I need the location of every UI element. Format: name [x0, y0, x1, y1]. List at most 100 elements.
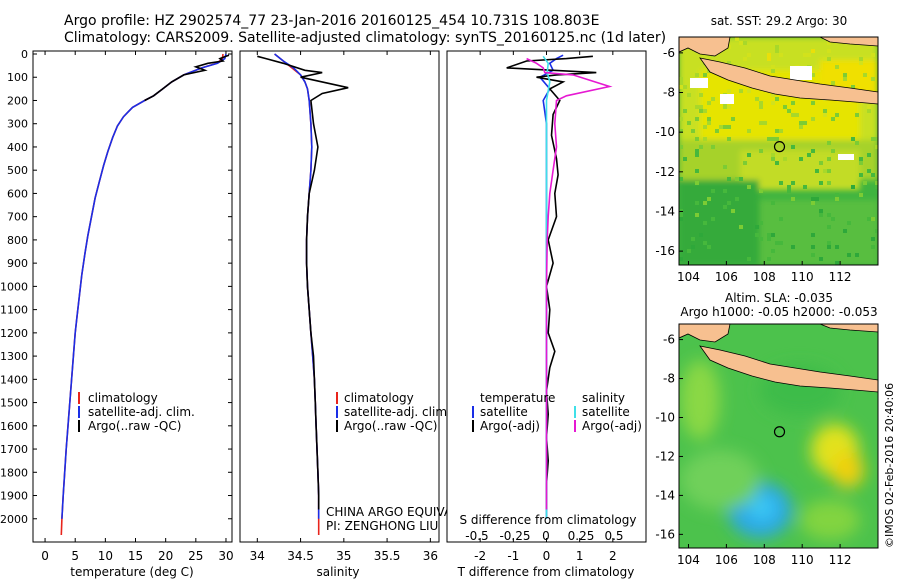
sst-pixel: [779, 129, 783, 133]
sst-pixel: [867, 217, 871, 221]
depth-tick-label: 1800: [0, 466, 28, 479]
sst-pixel: [775, 137, 779, 141]
sst-pixel: [727, 61, 731, 65]
legend-swatch-satellite: [336, 406, 338, 418]
s-difference-xlabel: S difference from climatology: [460, 513, 637, 527]
sst-pixel: [695, 169, 699, 173]
sst-pixel: [755, 233, 759, 237]
sst-pixel: [747, 153, 751, 157]
sst-pixel: [759, 101, 763, 105]
sst-pixel: [711, 189, 715, 193]
sst-pixel: [759, 221, 763, 225]
sst-pixel: [815, 197, 819, 201]
argo-position-marker: [773, 426, 786, 438]
temperature-panel: 0100200300400500600700800900100011001200…: [0, 48, 646, 579]
depth-tick-label: 0: [21, 48, 28, 61]
sst-pixel: [871, 217, 875, 221]
sst-pixel: [739, 89, 743, 93]
difference-lines: [506, 54, 613, 519]
sst-pixel: [859, 57, 863, 61]
sst-pixel: [727, 125, 731, 129]
sst-pixel: [811, 101, 815, 105]
sst-pixel: [703, 241, 707, 245]
land-borneo: [819, 324, 878, 333]
legend-label-argo: Argo(..raw -QC): [344, 419, 437, 433]
sst-pixel: [875, 185, 878, 189]
sst-pixel: [695, 153, 699, 157]
x-tick-label: -1: [507, 549, 519, 563]
map-y-tick-label: -14: [655, 204, 675, 218]
map-y-tick-label: -8: [663, 372, 675, 386]
map-x-tick-label: 112: [829, 553, 852, 567]
sst-pixel: [739, 225, 743, 229]
sst-pixel: [827, 225, 831, 229]
sst-pixel: [723, 105, 727, 109]
temperature-xticks: 0 5 10 15 20 25 30: [41, 51, 234, 563]
sst-pixel: [771, 153, 775, 157]
depth-tick-label: 200: [7, 94, 28, 107]
sst-pixel: [723, 205, 727, 209]
map-y-tick-label: -6: [663, 333, 675, 347]
sst-pixel: [847, 221, 851, 225]
sst-pixel: [723, 165, 727, 169]
sst-pixel: [771, 249, 775, 253]
sst-pixel: [811, 49, 815, 53]
x-tick-label: 10: [98, 549, 113, 563]
sst-pixel: [811, 233, 815, 237]
x-tick-label: 1: [576, 549, 584, 563]
series-line-salinity-argo-adj-: [526, 57, 613, 510]
sst-pixel: [827, 169, 831, 173]
sst-pixel: [727, 89, 731, 93]
t-difference-xlabel: T difference from climatology: [457, 565, 635, 579]
sst-pixel: [811, 253, 815, 257]
sst-pixel: [871, 53, 875, 57]
legend-swatch-satellite: [78, 406, 80, 418]
sst-pixel: [699, 105, 703, 109]
sla-heatmap: [679, 324, 878, 548]
land-java: [699, 345, 878, 393]
sst-pixel: [679, 177, 683, 181]
x-tick-label: 35.5: [374, 549, 401, 563]
sst-pixel: [843, 77, 847, 81]
map-y-tick-label: -10: [655, 410, 675, 424]
sst-pixel: [679, 145, 683, 149]
temperature-legend: climatology satellite-adj. clim. Argo(..…: [78, 391, 195, 433]
sla-map-subtitle: Argo h1000: -0.05 h2000: -0.053: [680, 305, 877, 319]
sst-pixel: [811, 117, 815, 121]
sst-pixel: [759, 149, 763, 153]
sla-map-panel: Altim. SLA: -0.035 Argo h1000: -0.05 h20…: [655, 291, 879, 567]
legend-label-s-argo: Argo(-adj): [582, 419, 642, 433]
depth-tick-label: 1200: [0, 327, 28, 340]
sst-pixel: [835, 245, 839, 249]
sst-pixel: [775, 49, 779, 53]
temperature-axes-frame: [32, 50, 233, 543]
sst-pixel: [799, 157, 803, 161]
sst-pixel: [787, 109, 791, 113]
sst-pixel: [871, 245, 875, 249]
sst-pixel: [691, 129, 695, 133]
sst-pixel: [811, 73, 815, 77]
sst-pixel: [835, 197, 839, 201]
temperature-xlabel: temperature (deg C): [70, 565, 193, 579]
sst-pixel: [791, 197, 795, 201]
legend-label-t-satellite: satellite: [480, 405, 528, 419]
sst-pixel: [679, 77, 683, 81]
sst-pixel: [763, 121, 767, 125]
sst-pixel: [811, 245, 815, 249]
salinity-panel: 34 34.5 35 35.5 36 salinity climatology sate…: [239, 50, 483, 579]
sst-pixel: [735, 37, 739, 41]
annotation-line2: PI: ZENGHONG LIU: [326, 519, 438, 533]
s-diff-tick-label: -0.5: [465, 529, 488, 543]
sst-pixel: [771, 101, 775, 105]
sst-pixel: [867, 105, 871, 109]
legend-swatch-climatology: [78, 392, 80, 404]
legend-title-temperature: temperature: [480, 391, 555, 405]
sst-pixel: [739, 177, 743, 181]
depth-tick-label: 2000: [0, 513, 28, 526]
sst-pixel: [707, 117, 711, 121]
depth-tick-label: 800: [7, 234, 28, 247]
sst-pixel: [783, 157, 787, 161]
legend-label-climatology: climatology: [88, 391, 158, 405]
depth-tick-label: 1600: [0, 420, 28, 433]
